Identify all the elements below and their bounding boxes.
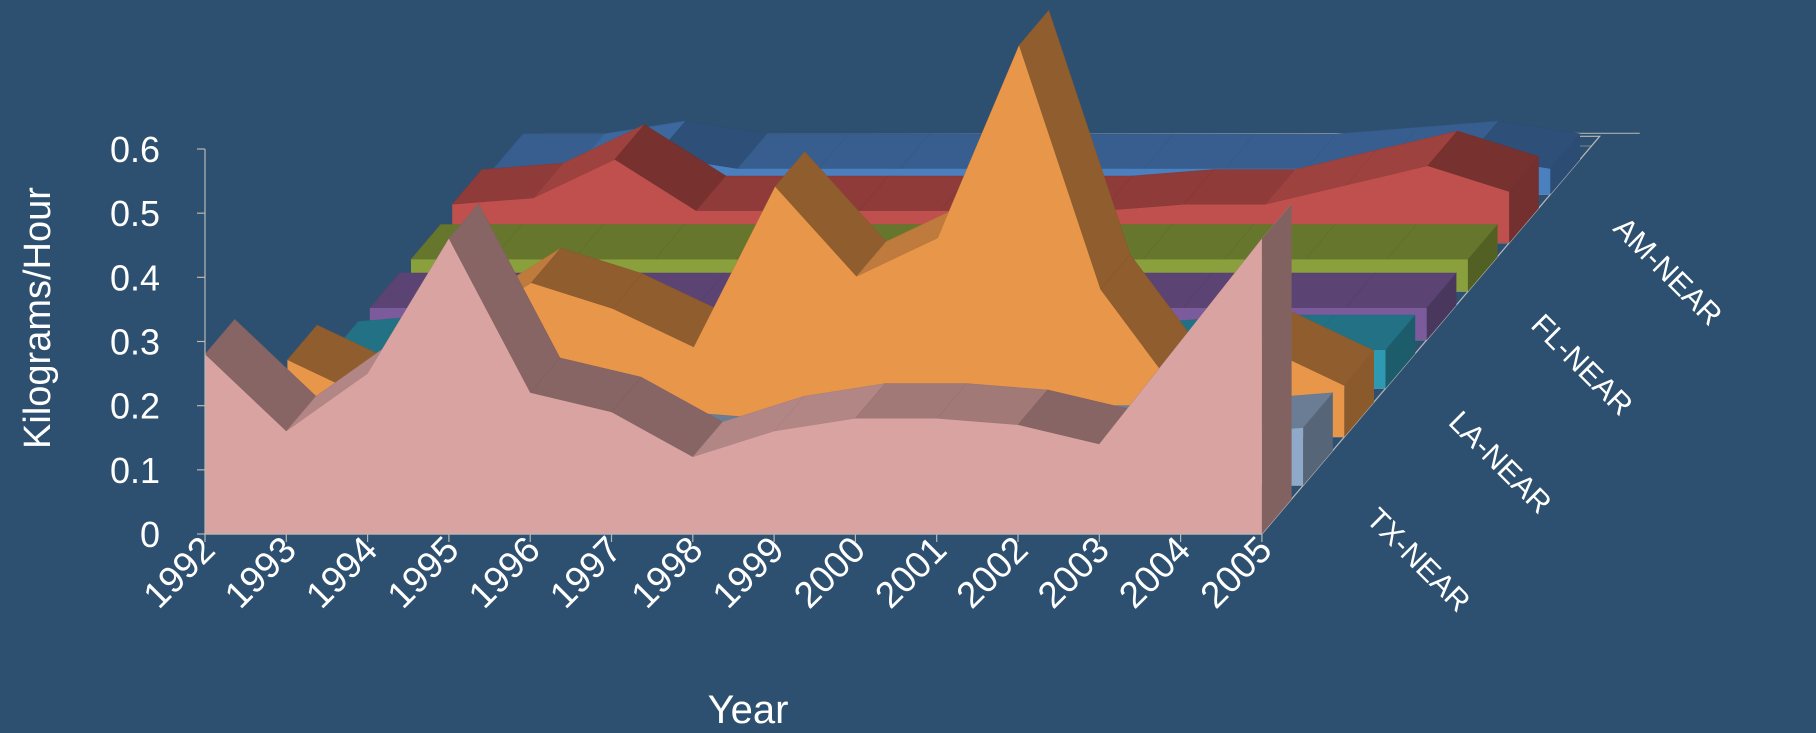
area-side-face	[1261, 203, 1292, 534]
area-front-face	[287, 45, 1345, 437]
y-tick-label: 0.1	[110, 450, 160, 491]
x-tick-label: 2005	[1192, 529, 1279, 616]
x-tick-label: 1998	[623, 529, 710, 616]
x-tick-label: 1993	[217, 529, 304, 616]
y-tick-label: 0.5	[110, 193, 160, 234]
x-tick-label: 2003	[1030, 529, 1117, 616]
area-front-face	[452, 159, 1510, 243]
area-side-face	[1344, 350, 1374, 437]
y-axis-title: Kilograms/Hour	[17, 187, 59, 449]
y-tick-label: 0	[140, 514, 160, 555]
area-side-face	[1426, 273, 1457, 340]
x-tick-label: 2002	[948, 529, 1035, 616]
depth-label: FL-NEAR	[1525, 308, 1639, 422]
y-tick-label: 0.6	[110, 129, 160, 170]
x-tick-label: 2000	[786, 529, 873, 616]
front-axis-layer	[197, 148, 1263, 542]
y-tick-label: 0.3	[110, 322, 160, 363]
area-side-face	[1467, 224, 1498, 292]
area-side-face	[1550, 133, 1580, 195]
x-tick-label: 1994	[298, 529, 385, 616]
x-tick-label: 1999	[705, 529, 792, 616]
series-tx-near	[204, 203, 1292, 535]
x-tick-label: 2001	[867, 529, 954, 616]
area-front-face	[205, 238, 1262, 535]
y-tick-labels: 0 0.1 0.2 0.3 0.4 0.5 0.6	[110, 129, 160, 555]
x-tick-label: 1996	[461, 529, 548, 616]
x-tick-label: 1995	[379, 529, 466, 616]
x-tick-label: 1997	[542, 529, 629, 616]
area-side-face	[1303, 392, 1333, 486]
depth-label: TX-NEAR	[1360, 502, 1476, 618]
series-layer	[204, 10, 1581, 535]
x-tick-labels: 1992199319941995199619971998199920002001…	[135, 529, 1279, 616]
y-tick-label: 0.4	[110, 257, 160, 298]
x-axis-title: Year	[708, 688, 789, 732]
depth-label: LA-NEAR	[1442, 405, 1557, 520]
y-tick-label: 0.2	[110, 386, 160, 427]
depth-label: AM-NEAR	[1607, 211, 1728, 332]
area-side-face	[1509, 156, 1539, 243]
x-tick-label: 2004	[1111, 529, 1198, 616]
area-side-face	[1385, 315, 1416, 389]
